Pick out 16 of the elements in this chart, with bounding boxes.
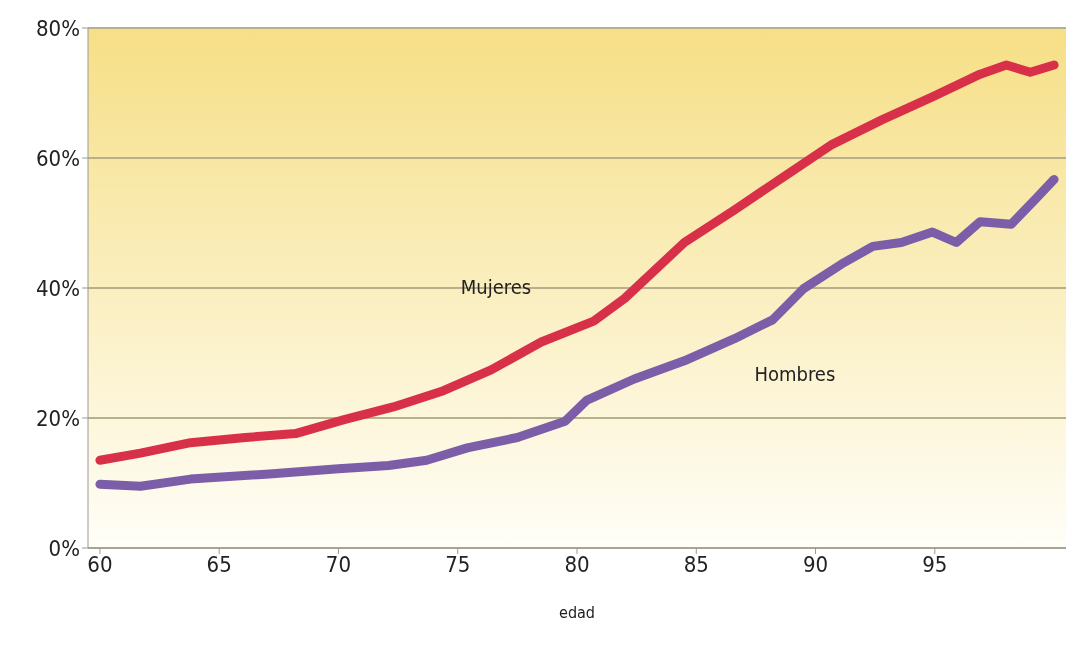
y-tick-label: 80%: [36, 15, 80, 41]
x-tick-label: 75: [445, 551, 471, 577]
series-label: Hombres: [754, 361, 836, 386]
y-tick-label: 0%: [48, 535, 80, 561]
x-tick-label: 95: [922, 551, 948, 577]
x-tick-label: 65: [206, 551, 232, 577]
y-tick-label: 60%: [36, 145, 80, 171]
x-tick-label: 85: [683, 551, 709, 577]
x-tick-label: 80: [564, 551, 590, 577]
x-tick-label: 70: [325, 551, 352, 577]
y-tick-label: 20%: [36, 405, 80, 431]
y-tick-label: 40%: [36, 275, 80, 301]
x-tick-label: 60: [87, 551, 113, 577]
x-axis-title: edad: [559, 603, 595, 622]
x-tick-label: 90: [802, 551, 829, 577]
text: Mujeres: [460, 274, 532, 299]
